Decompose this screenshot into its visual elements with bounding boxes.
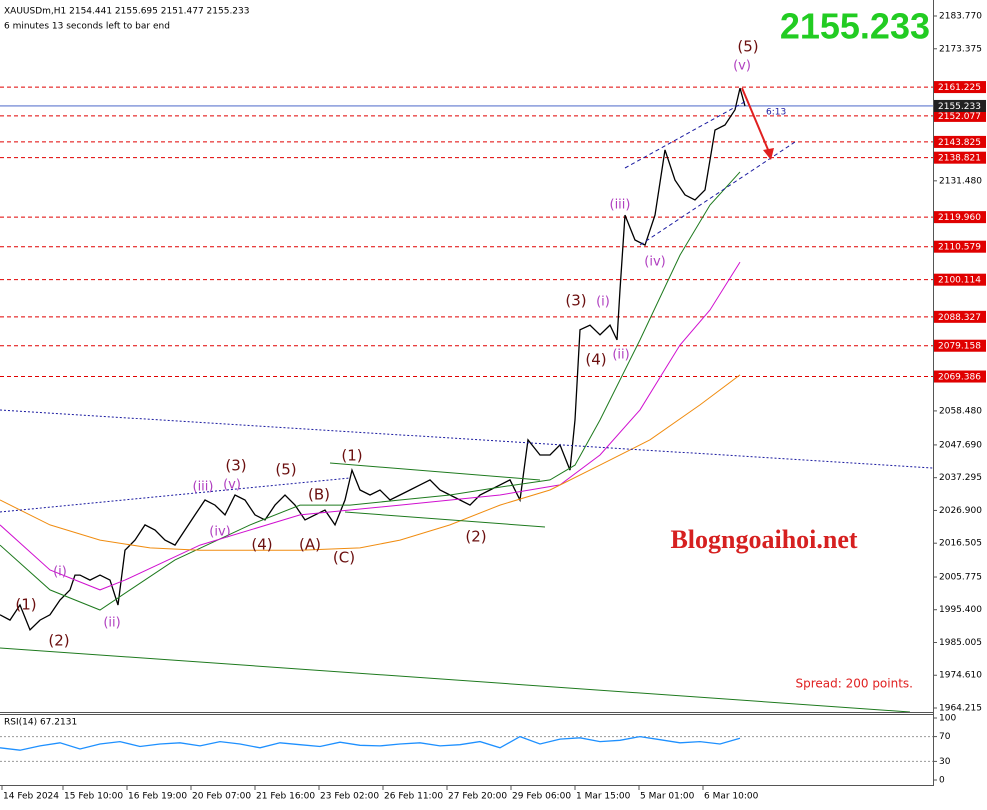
y-tick-label: 2016.505: [939, 539, 982, 549]
wave-label: (5): [275, 461, 296, 479]
level-label-box: [934, 109, 986, 122]
price-label: 2155.233: [938, 102, 981, 112]
y-tick-label: 70: [939, 732, 951, 742]
wave-label: (2): [465, 528, 486, 546]
wave-label: (3): [225, 457, 246, 475]
trend-line: [344, 511, 546, 528]
x-tick-label: 29 Feb 06:00: [512, 792, 571, 802]
wave-label: (2): [48, 632, 69, 650]
series-line: [0, 735, 741, 751]
watermark: Blogngoaihoi.net: [670, 525, 857, 554]
x-tick-label: 14 Feb 2024: [3, 792, 59, 802]
x-tick-label: 15 Feb 10:00: [64, 792, 123, 802]
x-tick-label: 21 Feb 16:00: [256, 792, 315, 802]
symbol-info: XAUUSDm,H1 2154.441 2155.695 2151.477 21…: [4, 7, 249, 17]
x-tick-label: 5 Mar 01:00: [640, 792, 695, 802]
level-label: 2138.821: [938, 154, 981, 164]
level-label-box: [934, 151, 986, 164]
wave-label: (ii): [103, 616, 120, 631]
y-tick-label: 2037.295: [939, 473, 982, 483]
level-label: 2088.327: [938, 313, 981, 323]
y-tick-label: 2173.375: [939, 44, 982, 54]
wave-label: (iv): [209, 525, 230, 540]
level-label: 2079.158: [938, 342, 981, 352]
x-tick-label: 20 Feb 07:00: [192, 792, 251, 802]
y-tick-label: 0: [939, 776, 945, 786]
series-line: [0, 171, 741, 611]
series-line: [0, 87, 746, 632]
level-label-box: [934, 370, 986, 383]
x-tick-label: 27 Feb 20:00: [448, 792, 507, 802]
price-label-box: [934, 99, 986, 112]
wave-label: (B): [308, 486, 330, 504]
timer-text: 6 minutes 13 seconds left to bar end: [4, 22, 170, 32]
series-line: [0, 261, 741, 591]
wave-label: (4): [585, 351, 606, 369]
level-label-box: [934, 273, 986, 286]
plot-area: 2161.225 2152.077 2143.825 2138.821 2119.960…: [0, 12, 986, 786]
level-label: 2110.579: [938, 243, 981, 253]
y-tick-label: 2005.775: [939, 573, 982, 583]
rsi-label: RSI(14) 67.2131: [4, 718, 77, 728]
channel-line: [624, 99, 749, 169]
wave-label: (v): [733, 59, 751, 74]
y-tick-label: 30: [939, 757, 951, 767]
wave-label: (C): [333, 549, 355, 567]
y-tick-label: 1964.215: [939, 704, 982, 714]
wave-label: (4): [251, 536, 272, 554]
wave-label: (1): [341, 447, 362, 465]
y-tick-label: 2131.480: [939, 176, 982, 186]
y-tick-label: 1974.610: [939, 671, 982, 681]
timer-short: 6:13: [766, 108, 786, 118]
spread-text: Spread: 200 points.: [795, 677, 913, 691]
level-label-box: [934, 339, 986, 352]
level-label: 2143.825: [938, 138, 981, 148]
trend-line: [0, 647, 911, 713]
x-tick-label: 16 Feb 19:00: [128, 792, 187, 802]
wave-label: (A): [299, 536, 321, 554]
y-tick-label: 2047.690: [939, 440, 982, 450]
wave-label: (3): [565, 292, 586, 310]
x-tick-label: 26 Feb 11:00: [384, 792, 443, 802]
channel-line: [639, 141, 796, 246]
wave-label: (ii): [612, 348, 629, 363]
wave-label: (iv): [644, 255, 665, 270]
y-tick-label: 100: [939, 714, 956, 724]
wave-label: (i): [53, 565, 67, 580]
y-tick-label: 2026.900: [939, 506, 982, 516]
y-tick-label: 1995.400: [939, 605, 982, 615]
y-tick-label: 2058.480: [939, 406, 982, 416]
y-tick-label: 2183.770: [939, 12, 982, 22]
level-label: 2119.960: [938, 213, 981, 223]
level-label: 2069.386: [938, 373, 981, 383]
x-tick-label: 6 Mar 10:00: [704, 792, 759, 802]
wave-label: (iii): [193, 480, 214, 495]
level-label: 2152.077: [938, 112, 981, 122]
big-price: 2155.233: [780, 6, 930, 47]
level-label-box: [934, 310, 986, 323]
wave-label: (iii): [610, 198, 631, 213]
wave-label: (v): [223, 478, 241, 493]
trend-line: [329, 462, 541, 481]
level-label-box: [934, 81, 986, 94]
trend-line: [0, 477, 351, 513]
y-tick-label: 1985.005: [939, 638, 982, 648]
trend-lines: [0, 87, 934, 713]
wave-label: (i): [596, 295, 610, 310]
level-label-box: [934, 240, 986, 253]
wave-labels: (5) (v) (iii) (iv) (3) (i) (4) (ii) (1) …: [15, 38, 758, 650]
level-label: 2100.114: [938, 276, 981, 286]
wave-label: (1): [15, 596, 36, 614]
arrow: [741, 87, 770, 153]
wave-label: (5): [737, 38, 758, 56]
level-label-box: [934, 135, 986, 148]
level-label: 2161.225: [938, 83, 981, 93]
arrow-head: [763, 148, 774, 160]
x-tick-label: 1 Mar 15:00: [576, 792, 631, 802]
x-tick-label: 23 Feb 02:00: [320, 792, 379, 802]
series-line: [0, 374, 741, 551]
level-label-box: [934, 211, 986, 224]
